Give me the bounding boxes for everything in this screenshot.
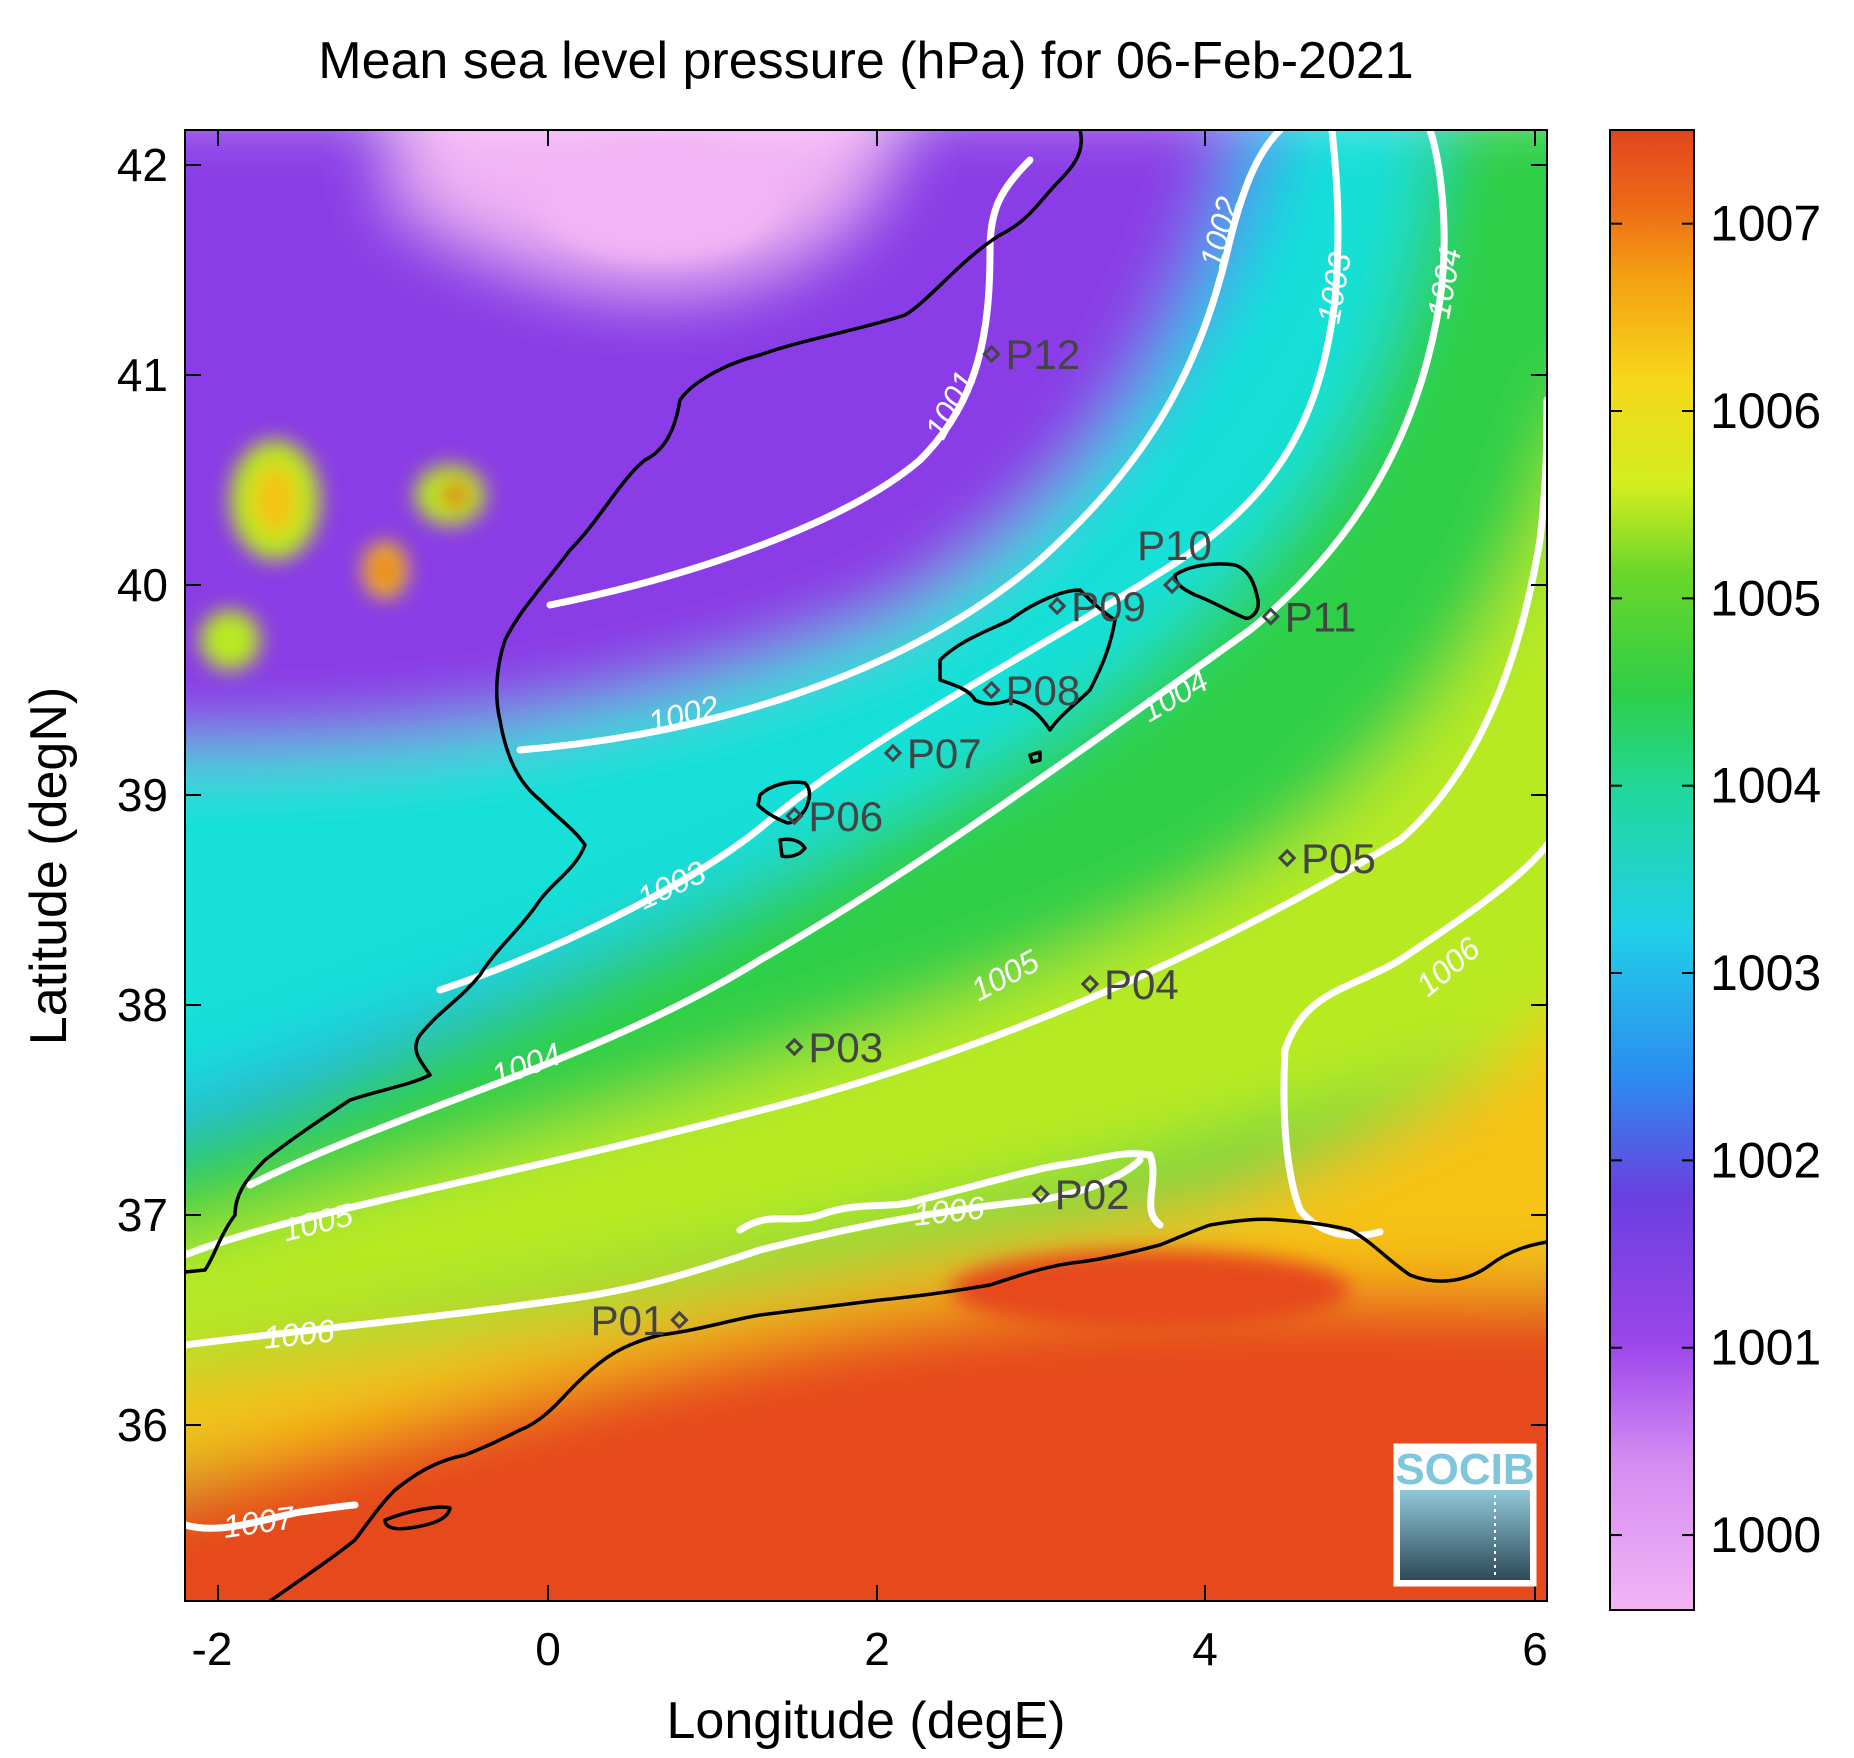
x-tick-label: 0 [535, 1623, 561, 1675]
pressure-band [185, 1287, 1547, 1601]
station-label: P06 [808, 793, 883, 840]
isobar-1007 [185, 1501, 359, 1532]
y-tick-label: 37 [117, 1189, 168, 1241]
pressure-spot [950, 1250, 1350, 1330]
station-label: P04 [1104, 961, 1179, 1008]
isobar-1002 [516, 130, 1284, 754]
pressure-spot [375, 556, 395, 584]
colorbar-tick-label: 1004 [1710, 758, 1821, 814]
formentera [778, 837, 807, 859]
station-markers: P01 P02 P03 P04 P05 P06 P07 P08 P09 P10 P11 P12 [591, 331, 1376, 1344]
station-label: P10 [1137, 522, 1212, 569]
x-tick-labels: -2 0 2 4 6 [192, 1623, 1548, 1675]
isobar-1006-coastal [736, 1150, 1164, 1234]
x-axis-label: Longitude (degE) [667, 1692, 1066, 1750]
isobar-1006-east [1280, 1046, 1384, 1239]
station-marker [1162, 575, 1182, 595]
colorbar-tick-label: 1002 [1710, 1132, 1821, 1188]
north-africa-coast [268, 1217, 1547, 1601]
colorbar-tick-label: 1000 [1710, 1507, 1821, 1563]
pressure-spot [253, 465, 297, 535]
isobar-1006-north [1281, 841, 1547, 1054]
pressure-band [185, 500, 1547, 1356]
pressure-band [185, 130, 1234, 776]
x-tick-label: 4 [1192, 1623, 1218, 1675]
pressure-band [185, 130, 1547, 1220]
colorbar-gradient [1609, 129, 1695, 1611]
station-marker [785, 806, 804, 826]
station-marker [1031, 1184, 1050, 1204]
coastlines [185, 130, 1547, 1601]
x-tick-label: 6 [1522, 1623, 1548, 1675]
station-marker [670, 1310, 689, 1330]
y-tick-label: 41 [117, 349, 168, 401]
isobar-contours [185, 130, 1547, 1532]
station-label: P09 [1071, 583, 1146, 630]
cabrera [1028, 750, 1042, 764]
colorbar: 1000 1001 1002 1003 1004 1005 1006 1007 [1609, 129, 1821, 1611]
station-label: P05 [1301, 835, 1376, 882]
station-label: P01 [591, 1297, 666, 1344]
ibiza [756, 780, 812, 825]
alboran-island [383, 1505, 452, 1531]
station-marker [982, 680, 1001, 700]
station-marker [1277, 848, 1297, 868]
station-marker [785, 1037, 804, 1057]
iberian-coast [185, 130, 1083, 1274]
chart-title: Mean sea level pressure (hPa) for 06-Feb… [318, 32, 1413, 90]
colorbar-tick-label: 1003 [1710, 945, 1821, 1001]
isobar-1003 [436, 130, 1342, 994]
pressure-spot [540, 140, 780, 260]
y-tick-label: 40 [117, 559, 168, 611]
station-marker [1261, 607, 1280, 626]
colorbar-tick-label: 1001 [1710, 1320, 1821, 1376]
colorbar-tick-label: 1005 [1710, 570, 1821, 626]
station-label: P12 [1005, 331, 1080, 378]
colorbar-ticks: 1000 1001 1002 1003 1004 1005 1006 1007 [1610, 196, 1821, 1563]
station-marker [982, 344, 1001, 364]
pressure-field [185, 130, 1547, 1601]
socib-logo-text: SOCIB [1395, 1445, 1534, 1494]
pressure-band [185, 130, 1429, 1099]
x-tick-label: 2 [864, 1623, 890, 1675]
y-tick-label: 39 [117, 769, 168, 821]
station-label: P03 [808, 1024, 883, 1071]
station-marker [1080, 974, 1100, 994]
station-label: P11 [1285, 594, 1357, 641]
colorbar-tick-label: 1007 [1710, 196, 1821, 252]
pressure-band [185, 1028, 1547, 1469]
mallorca [938, 588, 1117, 732]
isobar-1004 [246, 130, 1448, 1189]
pressure-spot [441, 483, 469, 507]
station-label: P02 [1055, 1171, 1130, 1218]
station-label: P07 [907, 730, 982, 777]
menorca [1173, 562, 1260, 621]
y-tick-labels: 36 37 38 39 40 41 42 [117, 139, 168, 1451]
station-marker [1047, 596, 1067, 616]
socib-logo: SOCIB [1393, 1443, 1537, 1587]
station-marker [883, 743, 903, 763]
plot-frame [184, 129, 1548, 1602]
y-tick-label: 38 [117, 979, 168, 1031]
y-tick-label: 36 [117, 1399, 168, 1451]
contour-label: 1006 [912, 1189, 987, 1232]
contour-label: 1006 [262, 1312, 337, 1355]
axes-ticks [185, 130, 1547, 1601]
isobar-1005 [185, 396, 1547, 1259]
pressure-spot [200, 610, 260, 670]
x-tick-label: -2 [192, 1623, 233, 1675]
isobar-1001 [546, 156, 1034, 609]
y-axis-label: Latitude (degN) [20, 687, 78, 1045]
station-label: P08 [1005, 667, 1080, 714]
colorbar-tick-label: 1006 [1710, 383, 1821, 439]
y-tick-label: 42 [117, 139, 168, 191]
